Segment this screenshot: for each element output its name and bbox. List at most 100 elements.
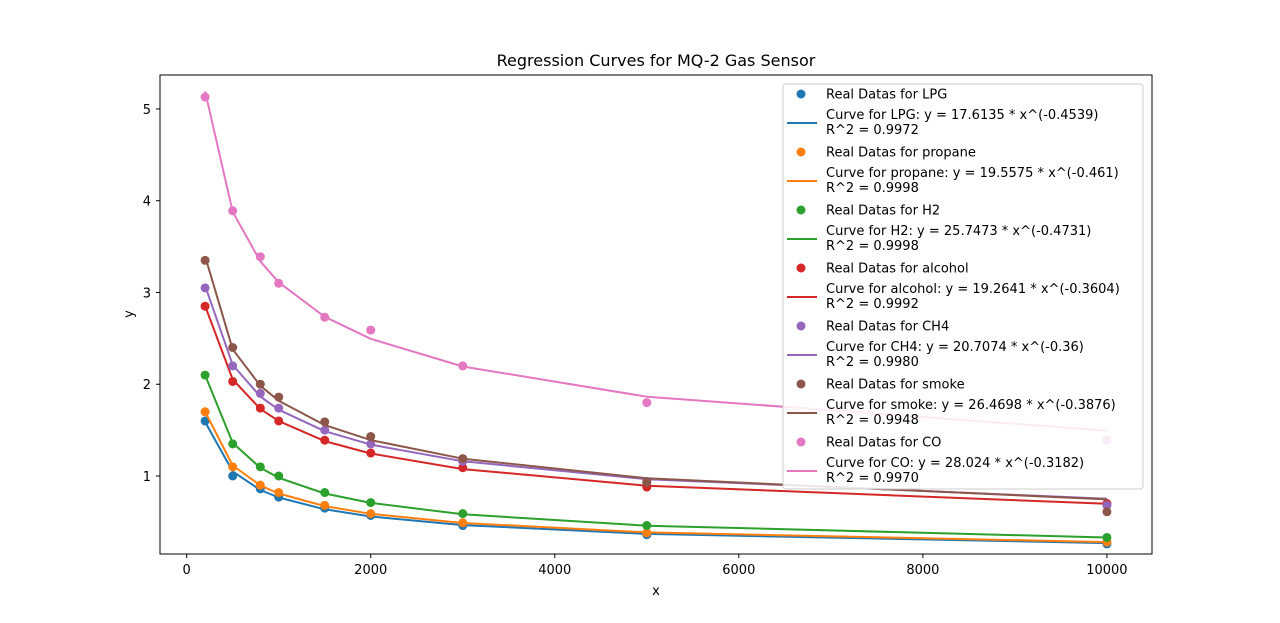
data-point-LPG-200 (200, 416, 210, 426)
data-point-propane-1000 (274, 488, 284, 498)
data-point-CO-3000 (458, 361, 468, 371)
legend-curve-label-alcohol: Curve for alcohol: y = 19.2641 * x^(-0.3… (826, 282, 1120, 297)
x-tick-label-4000: 4000 (538, 563, 571, 578)
legend-curve-label-smoke: Curve for smoke: y = 26.4698 * x^(-0.387… (826, 398, 1116, 413)
y-axis: 1 2 3 4 5 (143, 103, 160, 485)
legend-points-label-propane: Real Datas for propane (826, 146, 976, 161)
legend-curve-label-CO: Curve for CO: y = 28.024 * x^(-0.3182) (826, 456, 1084, 471)
data-point-CH4-500 (228, 361, 238, 371)
data-point-smoke-10000 (1102, 507, 1112, 517)
data-point-alcohol-2000 (366, 448, 376, 458)
legend-r2-label-LPG: R^2 = 0.9972 (826, 123, 919, 138)
data-point-alcohol-1000 (274, 416, 284, 426)
legend-marker-H2 (796, 205, 806, 215)
x-tick-label-8000: 8000 (906, 563, 939, 578)
y-tick-label-1: 1 (143, 470, 151, 485)
data-point-alcohol-200 (200, 301, 210, 311)
data-point-smoke-1500 (320, 417, 330, 427)
x-tick-label-10000: 10000 (1086, 563, 1127, 578)
plot-area (159, 74, 1153, 555)
legend-curve-label-H2: Curve for H2: y = 25.7473 * x^(-0.4731) (826, 224, 1091, 239)
data-point-H2-800 (255, 462, 265, 472)
data-point-smoke-5000 (642, 477, 652, 487)
data-point-smoke-1000 (274, 392, 284, 402)
legend-marker-CH4 (796, 321, 806, 331)
data-point-CH4-1500 (320, 425, 330, 435)
legend-points-label-LPG: Real Datas for LPG (826, 88, 947, 103)
legend-r2-label-alcohol: R^2 = 0.9992 (826, 297, 919, 312)
legend-marker-CO (796, 437, 806, 447)
legend-r2-label-smoke: R^2 = 0.9948 (826, 413, 919, 428)
y-tick-label-2: 2 (143, 378, 151, 393)
legend: Real Datas for LPG Curve for LPG: y = 17.… (782, 83, 1144, 490)
x-tick-label-2000: 2000 (354, 563, 387, 578)
legend-points-label-CO: Real Datas for CO (826, 436, 941, 451)
data-point-CO-1500 (320, 312, 330, 322)
y-tick-label-3: 3 (143, 286, 151, 301)
x-tick-label-6000: 6000 (722, 563, 755, 578)
y-tick-label-4: 4 (143, 195, 151, 210)
data-point-propane-2000 (366, 509, 376, 519)
data-point-H2-1000 (274, 471, 284, 481)
data-point-H2-200 (200, 370, 210, 380)
data-point-CH4-1000 (274, 403, 284, 413)
data-point-LPG-500 (228, 471, 238, 481)
data-point-CO-500 (228, 206, 238, 216)
axes-frame (159, 74, 1153, 555)
data-point-propane-5000 (642, 528, 652, 538)
x-tick-label-0: 0 (183, 563, 191, 578)
x-axis: 0 2000 4000 6000 8000 10000 (183, 554, 1128, 578)
legend-curve-label-propane: Curve for propane: y = 19.5575 * x^(-0.4… (826, 166, 1119, 181)
data-point-H2-10000 (1102, 532, 1112, 542)
data-point-CO-800 (255, 252, 265, 262)
legend-points-label-smoke: Real Datas for smoke (826, 378, 965, 393)
data-point-smoke-200 (200, 255, 210, 265)
y-axis-label: y (122, 310, 137, 318)
data-point-propane-200 (200, 407, 210, 417)
data-point-CO-5000 (642, 398, 652, 408)
data-point-alcohol-800 (255, 403, 265, 413)
legend-points-label-H2: Real Datas for H2 (826, 204, 940, 219)
data-point-CH4-2000 (366, 439, 376, 449)
legend-curve-label-CH4: Curve for CH4: y = 20.7074 * x^(-0.36) (826, 340, 1084, 355)
data-point-alcohol-3000 (458, 463, 468, 473)
data-point-H2-3000 (458, 509, 468, 519)
x-axis-label: x (652, 584, 660, 599)
data-point-propane-3000 (458, 518, 468, 528)
data-point-alcohol-1500 (320, 435, 330, 445)
data-point-smoke-800 (255, 379, 265, 389)
legend-marker-LPG (796, 89, 806, 99)
data-point-propane-800 (255, 480, 265, 490)
legend-curve-label-LPG: Curve for LPG: y = 17.6135 * x^(-0.4539) (826, 108, 1098, 123)
legend-marker-alcohol (796, 263, 806, 273)
legend-r2-label-H2: R^2 = 0.9998 (826, 239, 919, 254)
data-point-CO-1000 (274, 278, 284, 288)
data-point-propane-1500 (320, 500, 330, 510)
data-point-CH4-800 (255, 388, 265, 398)
legend-r2-label-propane: R^2 = 0.9998 (826, 181, 919, 196)
legend-box (782, 83, 1144, 490)
legend-marker-smoke (796, 379, 806, 389)
data-point-smoke-500 (228, 343, 238, 353)
data-point-CO-2000 (366, 325, 376, 335)
data-point-alcohol-500 (228, 376, 238, 386)
data-point-H2-5000 (642, 521, 652, 531)
chart-title: Regression Curves for MQ-2 Gas Sensor (497, 51, 816, 70)
legend-points-label-alcohol: Real Datas for alcohol (826, 262, 969, 277)
data-point-H2-1500 (320, 488, 330, 498)
y-tick-label-5: 5 (143, 103, 151, 118)
legend-marker-propane (796, 147, 806, 157)
data-point-smoke-3000 (458, 454, 468, 464)
data-point-CO-200 (200, 92, 210, 102)
legend-r2-label-CO: R^2 = 0.9970 (826, 471, 919, 486)
legend-points-label-CH4: Real Datas for CH4 (826, 320, 949, 335)
data-point-propane-500 (228, 462, 238, 472)
data-point-H2-2000 (366, 498, 376, 508)
data-point-H2-500 (228, 439, 238, 449)
legend-r2-label-CH4: R^2 = 0.9980 (826, 355, 919, 370)
data-point-CH4-10000 (1102, 500, 1112, 510)
data-point-smoke-2000 (366, 432, 376, 442)
data-point-CH4-200 (200, 283, 210, 293)
